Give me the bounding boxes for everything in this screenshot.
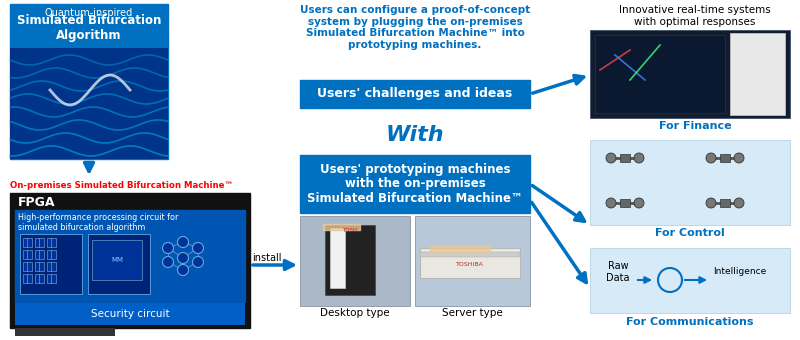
Bar [35,262,44,271]
Text: With: With [386,125,444,145]
Text: FPGA: FPGA [18,197,55,209]
Text: Intelligence: Intelligence [714,268,766,276]
Bar [420,248,520,278]
Bar [15,328,115,336]
Circle shape [178,253,189,264]
Bar [10,193,250,328]
Text: install: install [252,253,282,263]
Text: Users can configure a proof-of-concept
system by plugging the on-premises
Simula: Users can configure a proof-of-concept s… [300,5,530,50]
Circle shape [734,198,744,208]
Bar [10,4,168,159]
Bar [23,238,32,247]
Text: Users' challenges and ideas: Users' challenges and ideas [318,87,513,101]
Text: MM: MM [111,257,123,263]
Bar [92,240,142,280]
Bar [10,48,168,159]
Text: Users' prototyping machines
with the on-premises
Simulated Bifurcation Machine™: Users' prototyping machines with the on-… [307,163,523,205]
Bar [35,274,44,283]
Text: Desktop type: Desktop type [320,308,390,318]
Bar [300,80,530,108]
Circle shape [634,198,644,208]
Bar [420,252,520,257]
Bar [325,225,375,295]
Bar [300,155,530,213]
Circle shape [162,256,174,268]
Bar [20,234,82,294]
Text: TOSHIBA: TOSHIBA [456,261,484,267]
Bar [620,199,630,207]
Text: TOSH: TOSH [342,227,358,233]
Text: For Finance: For Finance [658,121,731,131]
Circle shape [658,268,682,292]
Bar [590,248,790,313]
Text: Simulated Bifurcation
Algorithm: Simulated Bifurcation Algorithm [17,14,161,42]
Bar [415,216,530,306]
Bar [47,238,56,247]
Circle shape [606,153,616,163]
Circle shape [193,242,203,254]
Bar [730,33,785,115]
Circle shape [634,153,644,163]
Text: Innovative real-time systems
with optimal responses: Innovative real-time systems with optima… [619,5,771,27]
Bar [23,274,32,283]
Bar [590,140,790,225]
Bar [720,154,730,162]
Bar [15,210,245,302]
Bar [35,250,44,259]
Circle shape [706,198,716,208]
Bar [23,262,32,271]
Bar [23,250,32,259]
Bar [47,262,56,271]
Bar [35,238,44,247]
Bar [300,216,410,306]
Circle shape [734,153,744,163]
Text: Quantum-inspired: Quantum-inspired [45,8,133,18]
Bar [620,154,630,162]
Bar [88,234,150,294]
Bar [720,199,730,207]
Text: Server type: Server type [442,308,502,318]
Circle shape [178,265,189,275]
Circle shape [178,237,189,248]
Circle shape [706,153,716,163]
Circle shape [606,198,616,208]
Bar [47,274,56,283]
Text: simulated bifurcation algorithm: simulated bifurcation algorithm [18,222,146,232]
Circle shape [193,256,203,268]
Text: On-premises Simulated Bifurcation Machine™: On-premises Simulated Bifurcation Machin… [10,182,233,190]
Text: For Control: For Control [655,228,725,238]
Bar [15,303,245,325]
Text: High-performance processing circuit for: High-performance processing circuit for [18,214,178,222]
Text: Raw
Data: Raw Data [606,261,630,283]
Bar [595,35,725,113]
Bar [330,228,345,288]
Bar [590,30,790,118]
Circle shape [162,242,174,254]
Bar [47,250,56,259]
Text: Security circuit: Security circuit [90,309,170,319]
Text: For Communications: For Communications [626,317,754,327]
